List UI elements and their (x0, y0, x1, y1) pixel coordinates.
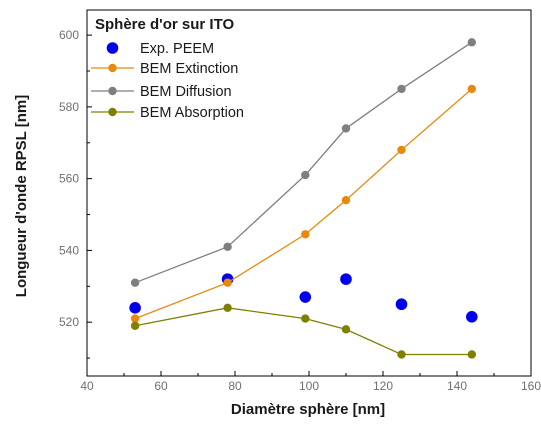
data-point (397, 145, 406, 155)
y-tick-label: 520 (59, 315, 79, 329)
x-tick-label: 60 (154, 379, 168, 393)
data-point (341, 195, 351, 205)
y-axis-title: Longueur d'onde RPSL [nm] (13, 95, 30, 297)
x-tick-label: 100 (299, 379, 319, 393)
data-point (223, 242, 232, 252)
y-tick-label: 560 (59, 172, 79, 186)
legend: Sphère d'or sur ITO Exp. PEEM BEM Extinct… (91, 16, 244, 121)
x-axis-title: Diamètre sphère [nm] (231, 401, 385, 418)
x-tick-label: 80 (228, 379, 242, 393)
data-point (467, 84, 476, 94)
data-point (341, 124, 351, 133)
data-point (395, 298, 408, 311)
legend-marker (108, 107, 117, 117)
series-bem-diffusion (130, 38, 476, 287)
series-bem-absorption (130, 303, 476, 359)
x-tick-label: 40 (80, 379, 94, 393)
data-point (301, 314, 310, 323)
y-tick-label: 540 (59, 243, 79, 257)
legend-label: BEM Absorption (140, 105, 244, 121)
data-point (467, 350, 476, 359)
data-point (467, 38, 476, 47)
x-tick-label: 160 (521, 379, 541, 393)
x-tick-label: 120 (373, 379, 393, 393)
data-point (466, 310, 478, 323)
legend-label: BEM Diffusion (140, 84, 232, 100)
data-point (397, 350, 406, 359)
series-line (134, 41, 473, 284)
data-point (340, 273, 352, 285)
y-tick-label: 580 (59, 100, 79, 114)
data-point (223, 278, 232, 287)
data-point (129, 302, 141, 314)
data-point (301, 170, 310, 180)
legend-title: Sphère d'or sur ITO (95, 16, 234, 33)
series-bem-extinction (130, 84, 476, 323)
series-layer (129, 38, 478, 359)
data-point (223, 303, 232, 313)
data-point (130, 278, 140, 287)
legend-label: BEM Extinction (140, 61, 238, 77)
legend-marker (108, 86, 117, 96)
legend-marker (106, 42, 119, 54)
y-tick-label: 600 (59, 28, 79, 42)
series-line (134, 307, 472, 356)
data-point (301, 230, 310, 239)
data-point (130, 321, 140, 330)
data-point (397, 84, 406, 94)
data-point (130, 314, 140, 323)
data-point (299, 291, 312, 303)
data-point (341, 325, 351, 334)
axes: 40 60 80 100 120 140 160 520 540 560 580 600 (59, 9, 541, 393)
legend-label: Exp. PEEM (140, 41, 214, 57)
series-line (134, 88, 473, 320)
legend-marker (108, 63, 117, 73)
x-tick-label: 140 (447, 379, 467, 393)
